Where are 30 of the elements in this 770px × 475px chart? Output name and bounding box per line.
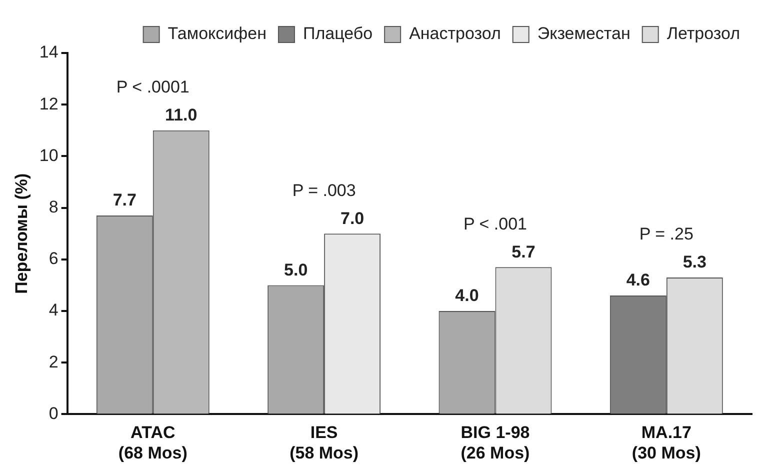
legend-label: Летрозол: [666, 24, 740, 44]
annotation: P = .003: [292, 180, 356, 200]
legend-label: Экземестан: [537, 24, 630, 44]
y-tick-label: 8: [48, 197, 58, 216]
legend-label: Анастрозол: [409, 24, 501, 44]
y-tick-label: 6: [48, 249, 58, 268]
y-tick-label: 0: [48, 404, 58, 423]
y-tick-label: 2: [48, 352, 58, 372]
y-tick-label: 10: [39, 146, 58, 165]
annotation: P < .001: [463, 214, 527, 234]
x-tick-label: ATAC (68 Mos): [118, 423, 188, 462]
x-tick-label: IES (58 Mos): [290, 423, 359, 462]
legend-label: Плацебо: [302, 24, 373, 44]
data-label: 5.3: [682, 252, 706, 272]
y-axis-title: Переломы (%): [12, 173, 31, 294]
data-label: 4.0: [455, 286, 479, 306]
data-label: 11.0: [165, 106, 198, 125]
data-label: 5.0: [284, 260, 308, 280]
annotation: P < .0001: [116, 78, 190, 97]
data-label: 5.7: [512, 242, 536, 262]
data-label: 7.0: [340, 208, 364, 228]
legend-label: Тамоксифен: [168, 24, 266, 44]
data-label: 4.6: [626, 270, 650, 290]
y-tick-label: 4: [48, 300, 58, 320]
x-tick-label: BIG 1-98 (26 Mos): [460, 423, 530, 462]
x-tick-label: MA.17 (30 Mos): [632, 423, 701, 462]
annotation: P = .25: [639, 224, 694, 244]
data-label: 7.7: [112, 190, 136, 210]
y-tick-label: 12: [39, 94, 58, 114]
y-tick-label: 14: [39, 42, 58, 62]
